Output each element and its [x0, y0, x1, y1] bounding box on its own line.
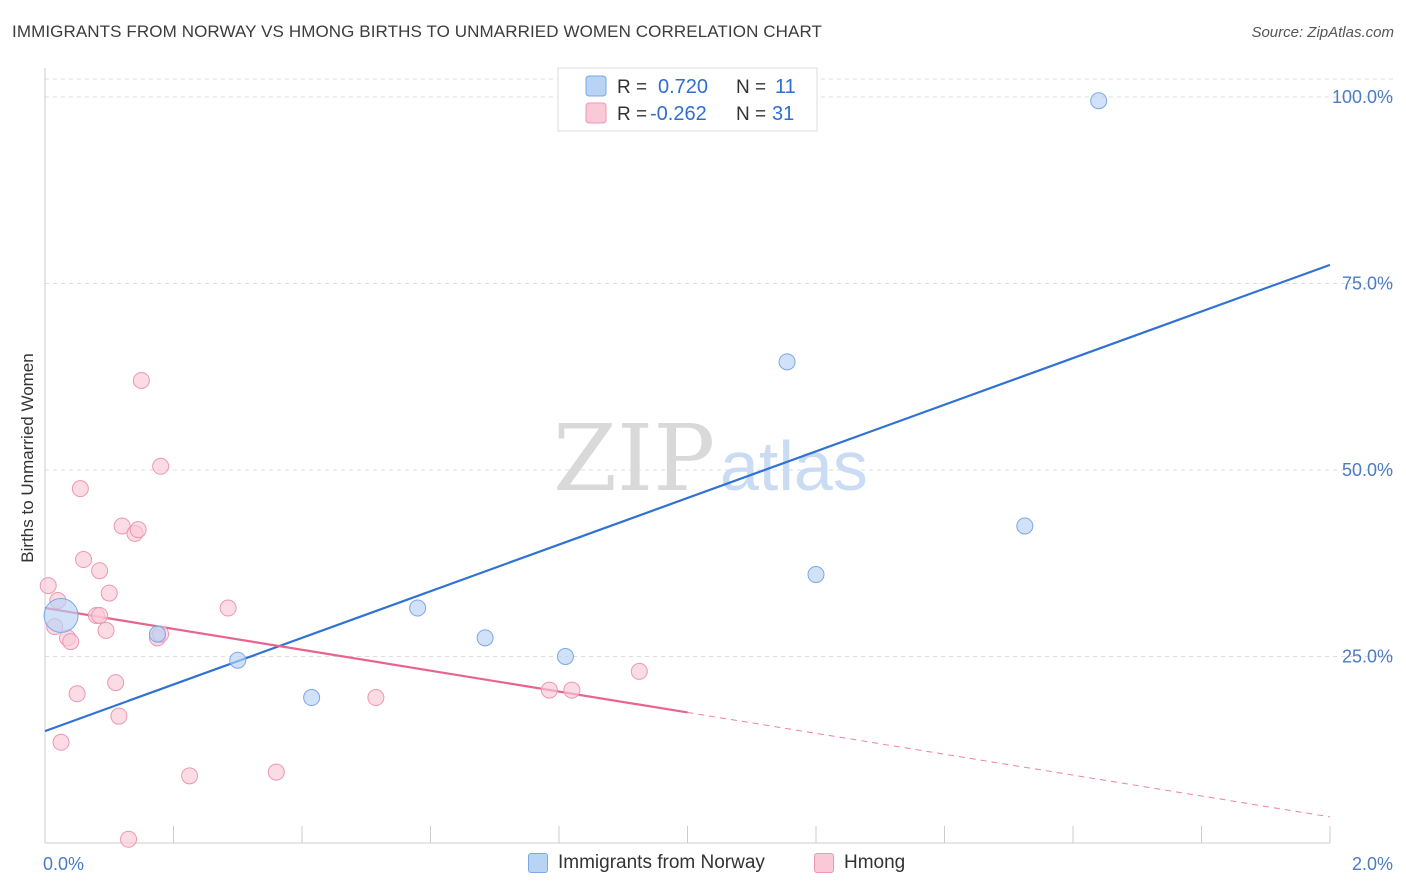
legend-r-label: R = — [617, 77, 647, 98]
tick-labels: 25.0% 50.0% 75.0% 100.0% 0.0% 2.0% — [43, 87, 1393, 874]
data-point-hmong — [630, 662, 648, 680]
legend-swatch-hmong — [814, 853, 834, 873]
data-point-hmong — [100, 584, 118, 602]
y-tick-label: 25.0% — [1342, 647, 1393, 667]
y-tick-label: 75.0% — [1342, 274, 1393, 294]
gridlines — [45, 78, 1393, 657]
data-point-hmong — [540, 681, 558, 699]
data-points — [39, 92, 1108, 848]
data-point-hmong — [62, 633, 80, 651]
source-credit: Source: ZipAtlas.com — [1251, 24, 1394, 41]
data-point-norway — [303, 689, 321, 707]
legend-n-value-hmong: 31 — [772, 103, 794, 125]
x-tick-label: 2.0% — [1352, 854, 1393, 874]
data-point-norway — [409, 599, 427, 617]
legend-swatch-norway — [585, 75, 607, 97]
data-point-hmong — [71, 480, 89, 498]
data-point-norway — [556, 648, 574, 665]
data-point-norway — [229, 651, 247, 669]
data-point-hmong — [91, 606, 109, 624]
data-point-hmong — [267, 763, 285, 781]
bottom-legend-norway: Immigrants from Norway — [528, 852, 765, 874]
watermark-atlas: atlas — [720, 427, 868, 505]
data-point-hmong — [110, 707, 128, 725]
data-point-norway — [778, 353, 796, 371]
legend-swatch-norway — [528, 853, 548, 873]
data-point-hmong — [219, 599, 237, 617]
data-point-hmong — [75, 551, 93, 569]
axes — [44, 68, 1331, 844]
y-axis-label: Births to Unmarried Women — [18, 353, 37, 562]
correlation-legend: R = 0.720 N = 11 R = -0.262 N = 31 — [557, 67, 818, 132]
legend-r-value-hmong: -0.262 — [650, 103, 707, 125]
legend-label-norway: Immigrants from Norway — [558, 852, 765, 873]
chart-title: IMMIGRANTS FROM NORWAY VS HMONG BIRTHS T… — [12, 22, 823, 41]
data-point-hmong — [367, 689, 385, 707]
x-tick-label: 0.0% — [43, 854, 84, 874]
data-point-hmong — [132, 371, 150, 389]
data-point-norway — [148, 625, 166, 643]
data-point-hmong — [39, 577, 57, 595]
data-point-hmong — [68, 685, 86, 703]
data-point-hmong — [91, 562, 109, 580]
watermark-zip: ZIP — [553, 405, 715, 512]
data-point-norway — [43, 597, 79, 633]
data-point-norway — [1016, 517, 1034, 535]
data-point-hmong — [181, 767, 199, 785]
data-point-hmong — [52, 733, 70, 751]
legend-n-label: N = — [736, 104, 766, 125]
trend-line-extension-hmong — [687, 711, 1331, 818]
data-point-hmong — [120, 830, 138, 848]
data-point-norway — [476, 629, 494, 647]
data-point-hmong — [152, 457, 170, 475]
data-point-hmong — [113, 517, 131, 535]
data-point-hmong — [563, 681, 581, 699]
y-tick-label: 100.0% — [1332, 87, 1393, 107]
legend-n-value-norway: 11 — [775, 76, 796, 98]
legend-r-value-norway: 0.720 — [658, 76, 708, 98]
data-point-hmong — [97, 621, 115, 639]
data-point-hmong — [129, 521, 147, 539]
bottom-legend-hmong: Hmong — [814, 852, 905, 874]
legend-label-hmong: Hmong — [844, 852, 906, 873]
y-tick-label: 50.0% — [1342, 460, 1393, 480]
data-point-norway — [807, 565, 825, 583]
trend-line-norway — [44, 263, 1331, 733]
data-point-norway — [1090, 92, 1108, 110]
legend-n-label: N = — [736, 77, 766, 98]
legend-swatch-hmong — [585, 102, 607, 124]
data-point-hmong — [107, 674, 125, 692]
legend-r-label: R = — [617, 104, 647, 125]
trend-line-hmong — [44, 606, 688, 714]
trend-lines — [44, 263, 1331, 818]
